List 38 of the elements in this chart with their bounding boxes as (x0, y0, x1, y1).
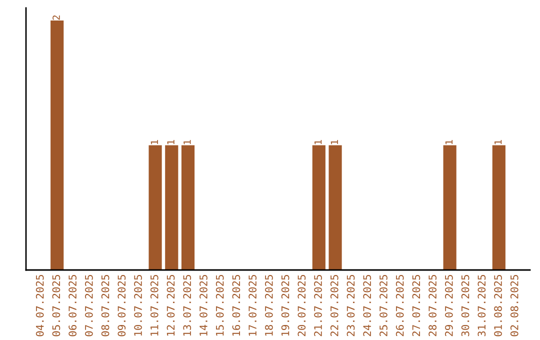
x-tick-label: 08.07.2025 (101, 275, 110, 336)
x-tick-label: 01.08.2025 (494, 275, 502, 336)
x-tick-label: 28.07.2025 (428, 275, 437, 336)
x-tick-label: 19.07.2025 (281, 275, 290, 336)
x-tick-label: 17.07.2025 (248, 275, 257, 336)
x-tick-label: 02.08.2025 (510, 275, 518, 336)
x-tick-label: 05.07.2025 (52, 275, 60, 336)
x-tick-label: 25.07.2025 (380, 275, 388, 336)
data-label: 1 (314, 140, 322, 144)
x-tick-label: 27.07.2025 (412, 275, 420, 336)
x-tick-label: 23.07.2025 (346, 275, 355, 336)
x-tick-label: 29.07.2025 (444, 275, 453, 336)
data-label: 1 (330, 140, 338, 144)
x-tick-label: 09.07.2025 (118, 275, 126, 336)
x-tick-label: 26.07.2025 (396, 275, 404, 336)
x-tick-label: 11.07.2025 (150, 275, 158, 336)
data-label: 1 (494, 140, 502, 144)
data-label: 1 (445, 140, 453, 144)
x-tick-label: 22.07.2025 (330, 275, 338, 336)
x-tick-label: 30.07.2025 (461, 275, 470, 336)
x-tick-label: 24.07.2025 (363, 275, 372, 336)
x-tick-label: 21.07.2025 (314, 275, 322, 336)
data-label: 2 (52, 15, 60, 20)
x-tick-label: 13.07.2025 (183, 275, 192, 336)
x-tick-label: 06.07.2025 (68, 275, 77, 336)
x-tick-label: 10.07.2025 (134, 275, 142, 336)
x-tick-label: 15.07.2025 (216, 275, 224, 336)
x-tick-label: 14.07.2025 (200, 275, 208, 336)
x-tick-label: 20.07.2025 (298, 275, 306, 336)
x-tick-label: 04.07.2025 (36, 275, 44, 336)
data-label: 1 (150, 140, 158, 144)
x-tick-label: 31.07.2025 (478, 275, 486, 336)
x-tick-label: 12.07.2025 (166, 275, 175, 336)
data-label: 1 (184, 140, 191, 144)
x-tick-label: 07.07.2025 (84, 275, 93, 336)
x-tick-label: 16.07.2025 (232, 275, 240, 336)
data-label: 1 (167, 140, 174, 144)
x-tick-label: 18.07.2025 (264, 275, 273, 336)
